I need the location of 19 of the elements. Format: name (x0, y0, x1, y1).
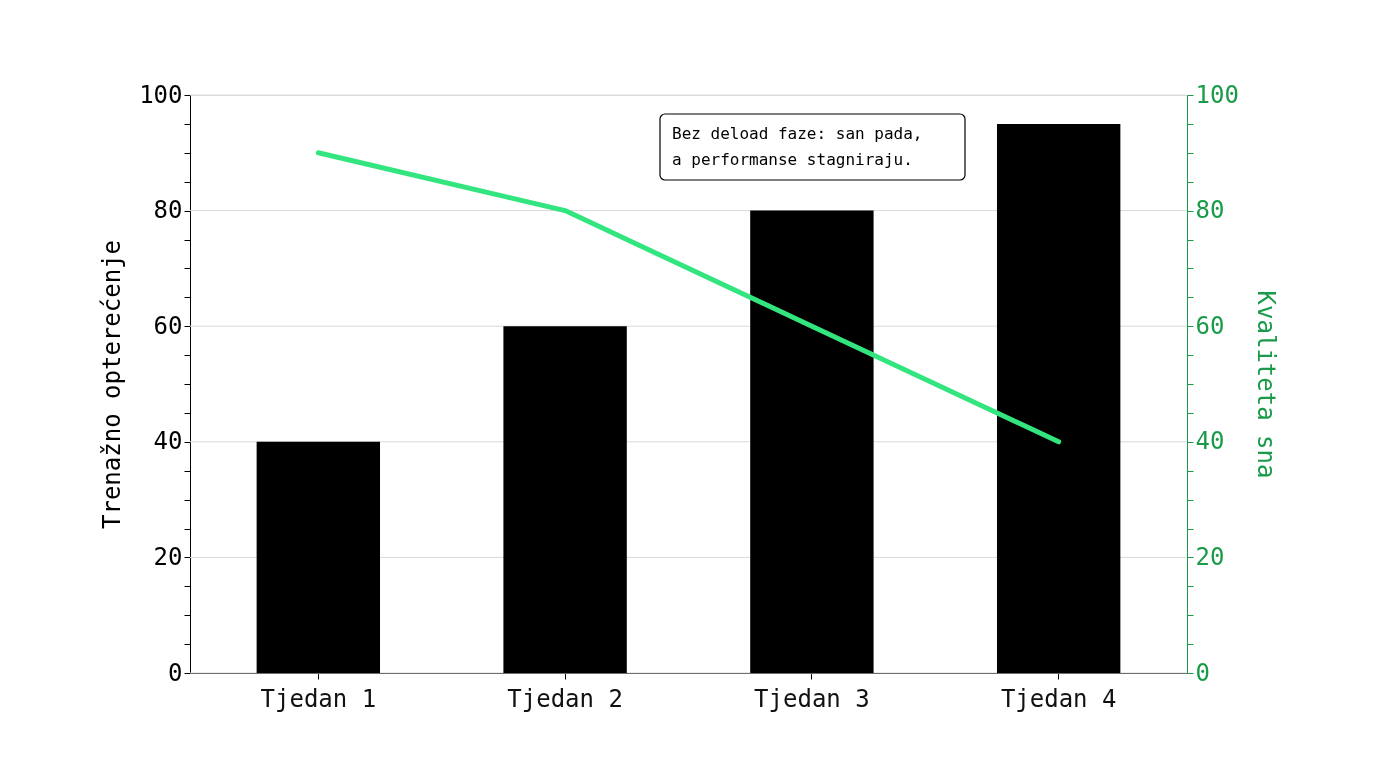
y2-tick-label: 100 (1195, 80, 1239, 109)
y-tick-label: 80 (153, 196, 183, 225)
y-tick-label: 40 (153, 427, 183, 456)
x-tick-label: Tjedan 4 (1000, 684, 1117, 713)
x-tick-label: Tjedan 1 (260, 684, 377, 713)
x-tick-label: Tjedan 3 (754, 684, 870, 713)
y-tick-label: 60 (153, 311, 183, 340)
y-tick-label: 20 (153, 542, 183, 571)
y2-tick-label: 80 (1195, 196, 1225, 225)
y2-tick-label: 40 (1195, 427, 1225, 456)
y2-tick-label: 60 (1195, 311, 1225, 340)
annotation: Bez deload faze: san pada, a performanse stagniraju. (672, 124, 923, 169)
y2-tick-label: 0 (1195, 658, 1210, 687)
y2-axis-title: Kvaliteta sna (1251, 290, 1280, 479)
y2-tick-label: 20 (1195, 542, 1225, 571)
y-tick-label: 0 (168, 658, 183, 687)
y-axis-title: Trenažno opterećenje (98, 240, 127, 529)
y-tick-label: 100 (139, 80, 183, 109)
x-tick-label: Tjedan 2 (507, 684, 623, 713)
